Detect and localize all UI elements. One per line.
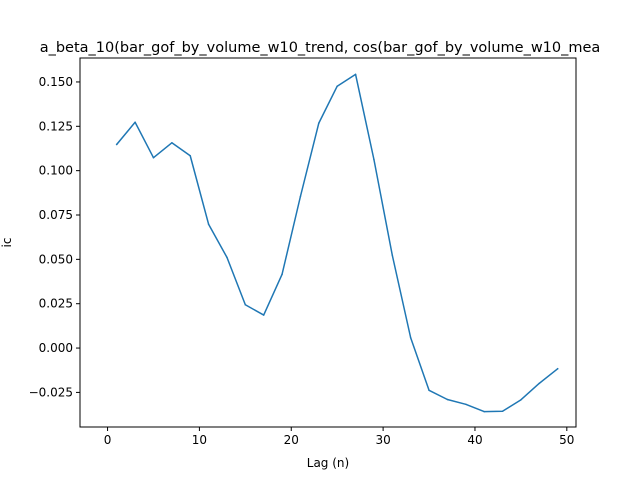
data-point	[538, 382, 541, 385]
data-point	[299, 195, 302, 198]
data-point	[483, 410, 485, 413]
y-tick-label: 0.025	[39, 297, 73, 311]
data-point	[226, 256, 228, 259]
data-point	[428, 389, 430, 392]
y-tick-label: 0.000	[39, 341, 73, 355]
data-point	[556, 368, 559, 370]
data-point	[446, 398, 449, 401]
data-point	[409, 337, 412, 339]
chart-title: a_beta_10(bar_gof_by_volume_w10_trend, c…	[40, 40, 601, 56]
x-axis-label: Lag (n)	[307, 456, 349, 470]
x-tick-label: 40	[467, 433, 482, 447]
data-point	[318, 122, 320, 124]
y-tick-label: 0.100	[39, 164, 73, 178]
series-layer	[115, 73, 559, 413]
x-axis-ticks: 0 10 20 30 40 50	[104, 427, 574, 447]
data-point	[134, 121, 136, 123]
data-point	[262, 314, 265, 316]
data-point	[501, 410, 504, 412]
data-point	[152, 156, 155, 159]
x-tick-label: 30	[375, 433, 390, 447]
data-point	[373, 158, 375, 161]
data-point	[336, 85, 338, 87]
data-point	[115, 143, 118, 146]
y-axis-label: ic	[0, 238, 14, 248]
plot-frame	[79, 57, 577, 428]
y-tick-label: 0.050	[39, 252, 73, 266]
x-tick-label: 0	[104, 433, 112, 447]
data-point	[465, 403, 467, 406]
y-tick-label: −0.025	[29, 385, 73, 399]
y-tick-label: 0.075	[39, 208, 73, 222]
data-point	[244, 304, 247, 306]
x-tick-label: 50	[559, 433, 574, 447]
x-tick-label: 10	[192, 433, 207, 447]
y-tick-label: 0.125	[39, 119, 73, 133]
data-point	[189, 154, 191, 157]
data-point	[171, 142, 173, 144]
x-tick-label: 20	[284, 433, 299, 447]
data-point	[354, 73, 357, 76]
data-point	[520, 399, 522, 401]
y-tick-label: 0.150	[39, 75, 73, 89]
y-axis-ticks: −0.025 0.000 0.025 0.050 0.075 0.100 0.125 0.15…	[29, 75, 80, 399]
data-point	[391, 254, 394, 257]
data-point	[281, 273, 283, 276]
data-point	[207, 223, 210, 225]
